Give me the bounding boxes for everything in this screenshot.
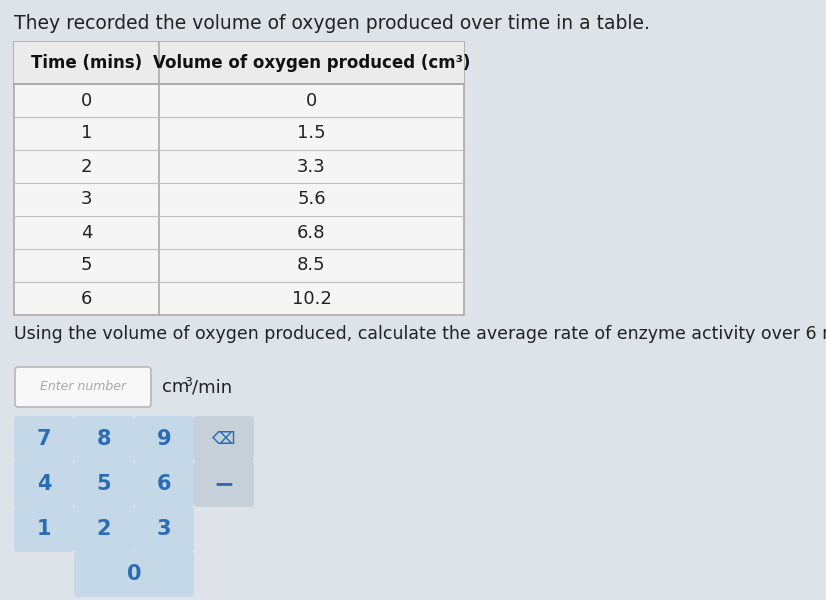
Bar — [14, 42, 464, 315]
Text: 0: 0 — [306, 91, 317, 109]
Text: cm: cm — [162, 378, 189, 396]
FancyBboxPatch shape — [74, 506, 134, 552]
Text: 8.5: 8.5 — [297, 257, 325, 275]
Text: They recorded the volume of oxygen produced over time in a table.: They recorded the volume of oxygen produ… — [14, 14, 650, 33]
Text: 3: 3 — [157, 519, 171, 539]
Text: −: − — [213, 472, 235, 496]
Text: 9: 9 — [157, 429, 171, 449]
Text: 5: 5 — [81, 257, 93, 275]
Text: Enter number: Enter number — [40, 380, 126, 394]
Text: Using the volume of oxygen produced, calculate the average rate of enzyme activi: Using the volume of oxygen produced, cal… — [14, 325, 826, 343]
Text: Volume of oxygen produced (cm³): Volume of oxygen produced (cm³) — [153, 54, 470, 72]
Text: 0: 0 — [81, 91, 93, 109]
FancyBboxPatch shape — [194, 416, 254, 462]
Text: 10.2: 10.2 — [292, 289, 331, 307]
Text: 3: 3 — [184, 376, 192, 389]
Text: /min: /min — [192, 378, 232, 396]
Text: 1: 1 — [81, 124, 93, 142]
FancyBboxPatch shape — [134, 461, 194, 507]
FancyBboxPatch shape — [14, 416, 74, 462]
Text: 5: 5 — [97, 474, 112, 494]
Text: 6.8: 6.8 — [297, 223, 325, 241]
FancyBboxPatch shape — [134, 416, 194, 462]
FancyBboxPatch shape — [194, 461, 254, 507]
FancyBboxPatch shape — [74, 551, 194, 597]
Text: 5.6: 5.6 — [297, 191, 325, 208]
Text: 6: 6 — [157, 474, 171, 494]
FancyBboxPatch shape — [15, 367, 151, 407]
Text: 3.3: 3.3 — [297, 157, 326, 175]
Text: 3: 3 — [81, 191, 93, 208]
Text: 0: 0 — [126, 564, 141, 584]
Text: 4: 4 — [36, 474, 51, 494]
Text: 2: 2 — [97, 519, 112, 539]
Text: 1.5: 1.5 — [297, 124, 325, 142]
Text: 7: 7 — [36, 429, 51, 449]
FancyBboxPatch shape — [134, 506, 194, 552]
FancyBboxPatch shape — [14, 506, 74, 552]
FancyBboxPatch shape — [74, 461, 134, 507]
Bar — [14, 42, 464, 84]
Text: 1: 1 — [36, 519, 51, 539]
Text: Time (mins): Time (mins) — [31, 54, 142, 72]
Text: 4: 4 — [81, 223, 93, 241]
Text: 2: 2 — [81, 157, 93, 175]
Text: 8: 8 — [97, 429, 112, 449]
Text: 6: 6 — [81, 289, 93, 307]
FancyBboxPatch shape — [14, 461, 74, 507]
FancyBboxPatch shape — [74, 416, 134, 462]
Text: ⌫: ⌫ — [212, 430, 235, 448]
